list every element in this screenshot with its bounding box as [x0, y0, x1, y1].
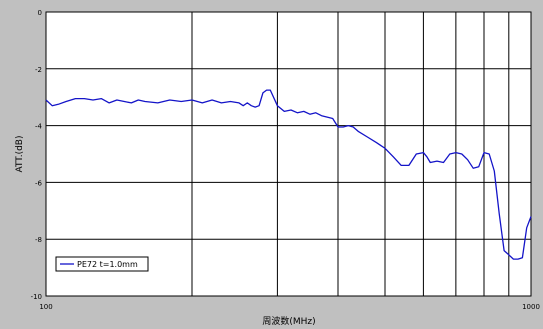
- y-tick-labels: 0 -2 -4 -6 -8 -10: [31, 9, 43, 301]
- x-tick-labels: 100 1000: [39, 303, 540, 311]
- y-tick-label: -2: [35, 66, 42, 74]
- plot-area: [45, 11, 532, 297]
- y-tick-label: 0: [38, 9, 42, 17]
- series-line: [45, 89, 532, 260]
- series-group: [45, 89, 532, 260]
- y-tick-label: -8: [35, 236, 42, 244]
- y-axis-label: ATT.(dB): [15, 136, 25, 173]
- legend-box: [55, 256, 149, 272]
- legend: PE72 t=1.0mm: [55, 256, 149, 272]
- grid-lines: [46, 12, 531, 296]
- legend-label: PE72 t=1.0mm: [77, 260, 138, 269]
- x-tick-label: 1000: [522, 303, 540, 311]
- y-tick-label: -6: [35, 179, 43, 187]
- x-axis-label: 周波数(MHz): [262, 315, 315, 327]
- x-tick-label: 100: [39, 303, 52, 311]
- y-tick-label: -4: [35, 123, 43, 131]
- y-tick-label: -10: [31, 293, 42, 301]
